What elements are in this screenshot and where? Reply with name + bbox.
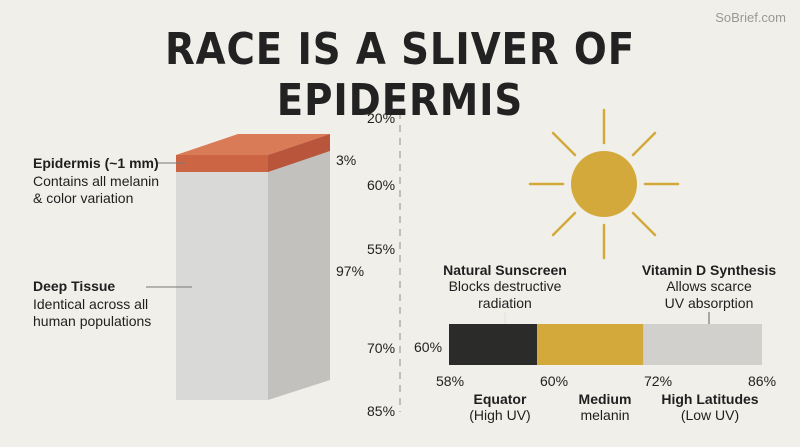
- zone-sublabel-medium: melanin: [580, 407, 630, 423]
- bar-tick-label: 72%: [644, 373, 673, 389]
- zone-label-medium: Medium: [578, 391, 632, 407]
- sun-icon: [528, 108, 680, 260]
- deep-tissue-block-front: [176, 170, 268, 400]
- bar-segment-light: [643, 324, 762, 365]
- bar-tick-label: 60%: [540, 373, 569, 389]
- zone-label-equator: Equator: [473, 391, 527, 407]
- epidermis-label: Epidermis (~1 mm): [33, 155, 159, 171]
- vitamin-d-desc-line1: Allows scarce: [666, 278, 752, 294]
- sunscreen-desc-line1: Blocks destructive: [448, 278, 562, 294]
- epidermis-layer-front: [176, 155, 268, 172]
- vitamin-d-desc-line2: UV absorption: [664, 295, 754, 311]
- deep-tissue-desc-line1: Identical across all: [33, 296, 149, 312]
- epidermis-layer-top: [176, 134, 330, 155]
- deep-tissue-block-side: [268, 151, 330, 400]
- bar-left-label: 60%: [414, 339, 443, 355]
- epidermis-percent: 3%: [336, 152, 357, 168]
- scale-label: 70%: [367, 340, 396, 356]
- sunscreen-label: Natural Sunscreen: [443, 262, 567, 278]
- zone-sublabel-equator: (High UV): [469, 407, 531, 423]
- epidermis-layer-side: [268, 134, 330, 172]
- deep-tissue-percent: 97%: [336, 263, 365, 279]
- scale-label: 55%: [367, 241, 396, 257]
- zone-sublabel-high-latitudes: (Low UV): [680, 407, 740, 423]
- scale-label: 85%: [367, 403, 396, 419]
- zone-label-high-latitudes: High Latitudes: [661, 391, 759, 407]
- melanin-bar: [449, 324, 762, 365]
- deep-tissue-label: Deep Tissue: [33, 278, 116, 294]
- epidermis-desc-line2: & color variation: [33, 190, 134, 206]
- bar-tick-label: 58%: [436, 373, 465, 389]
- watermark: SoBrief.com: [715, 10, 786, 25]
- deep-tissue-desc-line2: human populations: [33, 313, 152, 329]
- bar-segment-medium: [537, 324, 644, 365]
- epidermis-desc-line1: Contains all melanin: [33, 173, 160, 189]
- page-title: RACE IS A SLIVER OF EPIDERMIS: [164, 24, 636, 126]
- bar-tick-label: 86%: [748, 373, 777, 389]
- vitamin-d-label: Vitamin D Synthesis: [641, 262, 777, 278]
- bar-segment-dark: [449, 324, 538, 365]
- scale-label: 20%: [367, 110, 396, 126]
- scale-label: 60%: [367, 177, 396, 193]
- sunscreen-desc-line2: radiation: [478, 295, 532, 311]
